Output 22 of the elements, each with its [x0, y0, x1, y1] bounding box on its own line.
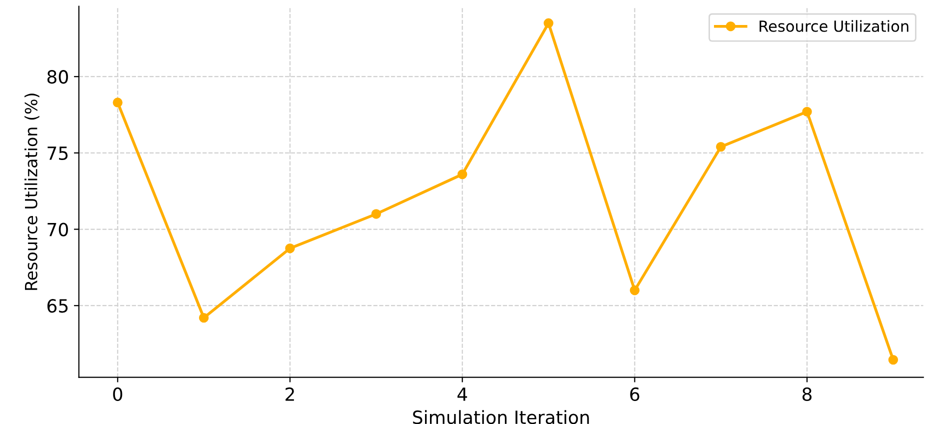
x-tick-label: 6 [630, 387, 640, 402]
point [544, 18, 554, 28]
y-tick-label: 75 [48, 146, 68, 160]
point [198, 312, 209, 323]
x-tick-label: 4 [457, 388, 468, 401]
point [371, 209, 382, 219]
point [888, 354, 898, 365]
y-tick-label: 65 [47, 299, 68, 313]
x-axis-title: Simulation Iteration [413, 410, 589, 424]
y-tick-label: 80 [47, 70, 68, 84]
y-axis-title: Resource Utilization (%) [24, 94, 40, 290]
x-tick-label: 2 [286, 387, 294, 401]
point [112, 98, 123, 108]
point [802, 106, 812, 117]
y-tick-label: 70 [48, 222, 68, 236]
legend-label: Resource Utilization [760, 20, 908, 32]
point [285, 243, 295, 254]
point [630, 285, 640, 296]
x-tick-label: 0 [113, 387, 122, 402]
point [457, 169, 468, 180]
x-tick-label: 8 [802, 387, 812, 402]
point [716, 142, 726, 152]
